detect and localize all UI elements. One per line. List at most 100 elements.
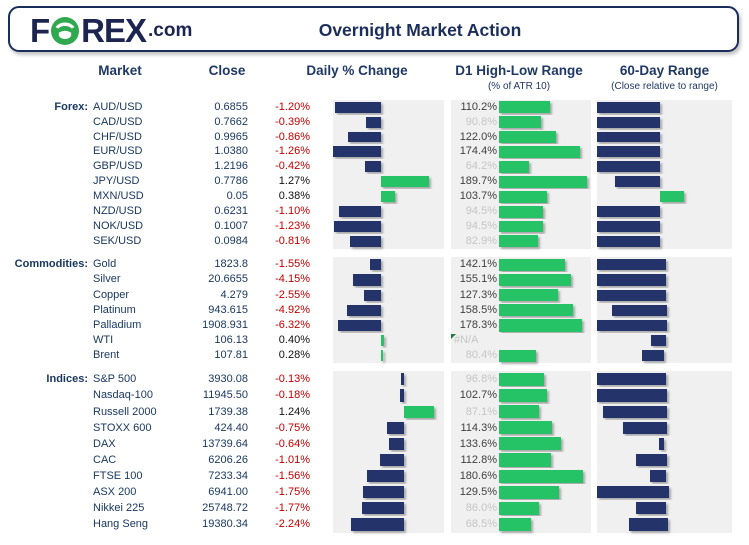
d1-range-panel: 155.1%: [451, 272, 591, 288]
table-row: Nasdaq-100 11945.50 -0.18% 102.7%: [0, 387, 749, 404]
market-name: Copper: [93, 288, 130, 301]
market-name: NOK/USD: [93, 220, 144, 233]
range60-panel: [597, 159, 732, 175]
daily-change-panel: [333, 174, 444, 190]
d1-range-bar: [499, 131, 556, 143]
page-title: Overnight Market Action: [318, 20, 522, 40]
section-label: Indices:: [46, 373, 88, 386]
range60-bar: [597, 289, 666, 301]
d1-range-panel: 82.9%: [451, 233, 591, 249]
close-value: 3930.08: [208, 373, 248, 386]
range60-panel: [597, 144, 732, 160]
d1-range-value: 94.5%: [465, 220, 497, 233]
daily-change-bar: [335, 101, 381, 113]
range60-panel: [597, 114, 732, 130]
range60-panel: [597, 317, 732, 333]
range60-panel: [597, 174, 732, 190]
col-header-close: Close: [208, 63, 246, 78]
section-label: [0, 452, 88, 468]
table-row: Silver 20.6655 -4.15% 155.1%: [0, 272, 749, 288]
daily-change-panel: [333, 99, 444, 115]
section-label: [0, 234, 88, 249]
d1-range-value: 90.8%: [465, 115, 497, 128]
market-name: ASX 200: [93, 486, 137, 499]
table-row: DAX 13739.64 -0.64% 133.6%: [0, 435, 749, 452]
range60-panel: [597, 419, 732, 436]
market-name: CAC: [93, 453, 117, 466]
table-row: MXN/USD 0.05 0.38% 103.7%: [0, 189, 749, 205]
range60-bar: [597, 389, 668, 402]
daily-change-value: -1.01%: [275, 453, 310, 466]
table-row: Indices: S&P 500 3930.08 -0.13% 96.8%: [0, 371, 749, 388]
range60-bar: [597, 274, 666, 286]
range60-bar: [636, 453, 667, 467]
d1-range-bar: [499, 175, 588, 188]
d1-range-bar: [499, 289, 559, 302]
d1-range-value: 86.0%: [465, 502, 497, 515]
section-indices: Indices: S&P 500 3930.08 -0.13% 96.8% Nasdaq-…: [0, 371, 749, 533]
daily-change-bar: [370, 259, 381, 271]
daily-change-panel: [333, 516, 444, 533]
market-name: CAD/USD: [93, 115, 143, 128]
daily-change-bar: [389, 437, 405, 450]
daily-change-panel: [333, 257, 444, 273]
market-name: Platinum: [93, 303, 136, 316]
daily-change-value: -1.20%: [275, 100, 310, 113]
col-subheader-60day: (Close relative to range): [611, 81, 718, 92]
d1-range-value: 178.3%: [459, 318, 497, 331]
range60-panel: [597, 257, 732, 273]
close-value: 424.40: [214, 421, 248, 434]
close-value: 4.279: [220, 288, 248, 301]
close-value: 0.7662: [214, 115, 248, 128]
market-name: DAX: [93, 437, 116, 450]
daily-change-bar: [404, 405, 435, 418]
market-name: Nikkei 225: [93, 502, 145, 515]
close-value: 106.13: [214, 334, 248, 346]
daily-change-bar: [333, 146, 381, 158]
close-value: 0.1007: [214, 220, 248, 233]
daily-change-value: -2.24%: [275, 518, 310, 531]
daily-change-value: 0.40%: [278, 334, 310, 346]
d1-range-bar: [499, 372, 544, 386]
daily-change-value: -0.81%: [275, 234, 310, 247]
bull-in-circle-icon: [50, 16, 80, 46]
section-label: Commodities:: [14, 258, 88, 271]
daily-change-bar: [366, 116, 381, 128]
section-label: [0, 500, 88, 516]
d1-range-panel: 80.4%: [451, 348, 591, 364]
daily-change-bar: [352, 274, 381, 286]
daily-change-bar: [380, 350, 383, 362]
range60-bar: [597, 486, 670, 499]
d1-range-value: 103.7%: [459, 190, 497, 203]
d1-range-bar: [499, 220, 543, 233]
daily-change-value: -0.39%: [275, 115, 310, 128]
daily-change-value: -1.10%: [275, 205, 310, 218]
daily-change-panel: [333, 387, 444, 404]
d1-range-panel: 103.7%: [451, 189, 591, 205]
d1-range-value: 127.3%: [459, 288, 497, 301]
d1-range-bar: [499, 405, 540, 419]
d1-range-value: 112.8%: [460, 453, 498, 466]
range60-bar: [641, 350, 664, 362]
range60-panel: [597, 348, 732, 364]
market-name: S&P 500: [93, 373, 137, 386]
forex-logo: F REX .com: [30, 12, 192, 49]
daily-change-value: -0.64%: [275, 437, 310, 450]
col-header-market: Market: [98, 63, 142, 78]
d1-range-panel: 142.1%: [451, 257, 591, 273]
logo-letters-rex: REX: [81, 12, 147, 49]
close-value: 1.2196: [214, 160, 248, 173]
daily-change-value: -1.55%: [275, 258, 310, 271]
daily-change-bar: [401, 373, 405, 386]
table-row: GBP/USD 1.2196 -0.42% 64.2%: [0, 159, 749, 175]
d1-range-panel: 64.2%: [451, 159, 591, 175]
range60-panel: [597, 500, 732, 517]
daily-change-bar: [386, 421, 405, 434]
daily-change-bar: [347, 304, 381, 316]
close-value: 0.9965: [214, 130, 248, 143]
d1-range-panel: 180.6%: [451, 468, 591, 485]
close-value: 107.81: [214, 349, 248, 362]
close-value: 19380.34: [202, 518, 248, 531]
close-value: 1908.931: [202, 318, 248, 331]
table-row: NZD/USD 0.6231 -1.10% 94.5%: [0, 204, 749, 220]
